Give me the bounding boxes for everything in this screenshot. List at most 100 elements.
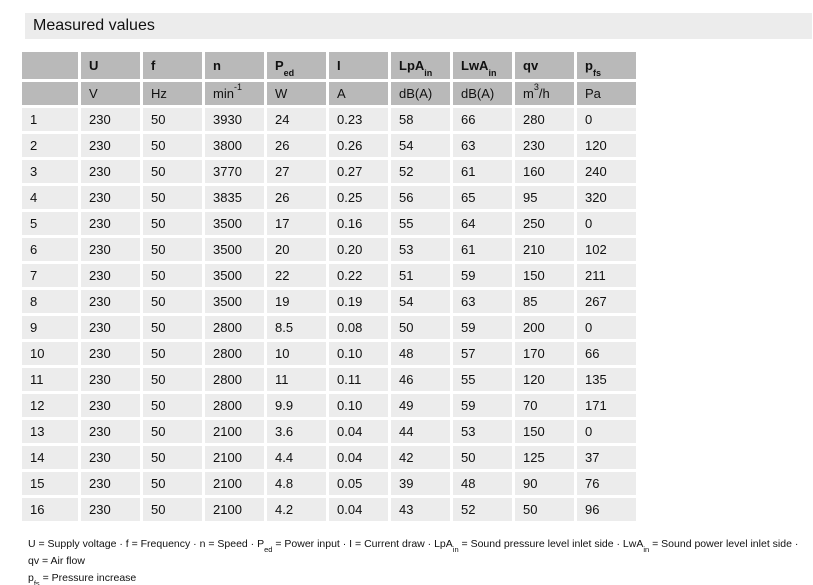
table-row: 2 230 50 3800 26 0.26 54 63 230 120 xyxy=(22,134,636,157)
table-cell: 230 xyxy=(81,316,140,339)
row-number-cell: 3 xyxy=(22,160,78,183)
table-cell: 3500 xyxy=(205,238,264,261)
table-cell: 55 xyxy=(453,368,512,391)
table-body: 1 230 50 3930 24 0.23 58 66 280 0 2 230 … xyxy=(22,108,636,521)
section-title-bar: Measured values xyxy=(25,13,812,39)
table-cell: 26 xyxy=(267,134,326,157)
table-cell: 50 xyxy=(143,498,202,521)
unit-header: Pa xyxy=(577,82,636,105)
table-cell: 211 xyxy=(577,264,636,287)
table-cell: 54 xyxy=(391,134,450,157)
table-cell: 230 xyxy=(81,368,140,391)
table-cell: 85 xyxy=(515,290,574,313)
table-cell: 150 xyxy=(515,420,574,443)
table-cell: 90 xyxy=(515,472,574,495)
row-number-cell: 1 xyxy=(22,108,78,131)
table-cell: 3.6 xyxy=(267,420,326,443)
table-cell: 55 xyxy=(391,212,450,235)
table-cell: 24 xyxy=(267,108,326,131)
table-cell: 102 xyxy=(577,238,636,261)
table-cell: 50 xyxy=(515,498,574,521)
table-cell: 50 xyxy=(143,316,202,339)
table-cell: 2800 xyxy=(205,394,264,417)
table-cell: 120 xyxy=(515,368,574,391)
table-cell: 11 xyxy=(267,368,326,391)
table-cell: 0.04 xyxy=(329,498,388,521)
table-cell: 3835 xyxy=(205,186,264,209)
table-cell: 230 xyxy=(81,134,140,157)
page-title: Measured values xyxy=(33,17,155,34)
table-cell: 267 xyxy=(577,290,636,313)
table-cell: 230 xyxy=(81,446,140,469)
table-cell: 19 xyxy=(267,290,326,313)
table-cell: 43 xyxy=(391,498,450,521)
table-cell: 52 xyxy=(453,498,512,521)
row-number-cell: 6 xyxy=(22,238,78,261)
table-cell: 4.8 xyxy=(267,472,326,495)
table-cell: 0.04 xyxy=(329,446,388,469)
row-number-cell: 11 xyxy=(22,368,78,391)
table-cell: 50 xyxy=(143,264,202,287)
table-cell: 0.23 xyxy=(329,108,388,131)
table-cell: 53 xyxy=(453,420,512,443)
table-cell: 0.19 xyxy=(329,290,388,313)
column-header: I xyxy=(329,52,388,79)
table-cell: 59 xyxy=(453,264,512,287)
table-cell: 50 xyxy=(143,134,202,157)
column-header: Ped xyxy=(267,52,326,79)
table-cell: 46 xyxy=(391,368,450,391)
table-cell: 0.08 xyxy=(329,316,388,339)
table-cell: 50 xyxy=(143,394,202,417)
table-cell: 59 xyxy=(453,394,512,417)
legend-line-2: pfs = Pressure increase xyxy=(28,572,137,585)
table-cell: 61 xyxy=(453,160,512,183)
row-number-cell: 16 xyxy=(22,498,78,521)
table-cell: 120 xyxy=(577,134,636,157)
table-cell: 3500 xyxy=(205,264,264,287)
table-cell: 63 xyxy=(453,134,512,157)
table-cell: 57 xyxy=(453,342,512,365)
table-cell: 50 xyxy=(453,446,512,469)
table-cell: 50 xyxy=(143,160,202,183)
table-cell: 50 xyxy=(143,446,202,469)
table-row: 9 230 50 2800 8.5 0.08 50 59 200 0 xyxy=(22,316,636,339)
table-cell: 230 xyxy=(81,420,140,443)
table-cell: 3770 xyxy=(205,160,264,183)
table-cell: 70 xyxy=(515,394,574,417)
column-header: U xyxy=(81,52,140,79)
table-cell: 3930 xyxy=(205,108,264,131)
table-cell: 49 xyxy=(391,394,450,417)
table-row: 1 230 50 3930 24 0.23 58 66 280 0 xyxy=(22,108,636,131)
row-number-cell: 5 xyxy=(22,212,78,235)
table-cell: 4.4 xyxy=(267,446,326,469)
table-cell: 54 xyxy=(391,290,450,313)
table-cell: 230 xyxy=(81,108,140,131)
table-cell: 0.20 xyxy=(329,238,388,261)
unit-header: Hz xyxy=(143,82,202,105)
table-cell: 230 xyxy=(81,160,140,183)
table-row: 8 230 50 3500 19 0.19 54 63 85 267 xyxy=(22,290,636,313)
column-header: n xyxy=(205,52,264,79)
row-number-cell: 15 xyxy=(22,472,78,495)
table-row: 3 230 50 3770 27 0.27 52 61 160 240 xyxy=(22,160,636,183)
table-cell: 20 xyxy=(267,238,326,261)
table-cell: 0.10 xyxy=(329,342,388,365)
table-cell: 2100 xyxy=(205,420,264,443)
table-cell: 230 xyxy=(81,186,140,209)
row-number-cell: 4 xyxy=(22,186,78,209)
unit-header: dB(A) xyxy=(453,82,512,105)
unit-header: m3/h xyxy=(515,82,574,105)
row-number-cell: 10 xyxy=(22,342,78,365)
table-cell: 42 xyxy=(391,446,450,469)
table-cell: 37 xyxy=(577,446,636,469)
table-cell: 50 xyxy=(391,316,450,339)
table-cell: 0.10 xyxy=(329,394,388,417)
table-row: 13 230 50 2100 3.6 0.04 44 53 150 0 xyxy=(22,420,636,443)
row-number-cell: 14 xyxy=(22,446,78,469)
table-cell: 22 xyxy=(267,264,326,287)
table-cell: 171 xyxy=(577,394,636,417)
